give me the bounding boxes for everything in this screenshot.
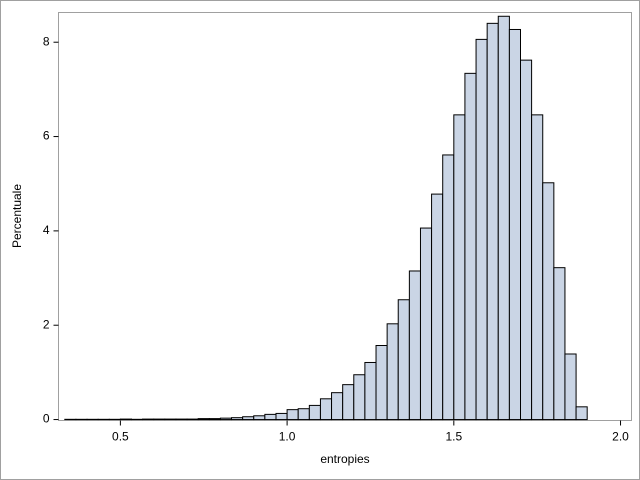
bar — [386, 323, 399, 421]
bar — [253, 415, 266, 421]
bar — [475, 38, 488, 421]
bar — [553, 267, 566, 421]
bar — [275, 412, 288, 421]
x-axis-label: entropies — [320, 452, 369, 466]
bar — [208, 418, 221, 421]
bar — [364, 361, 377, 421]
bar — [219, 417, 233, 421]
bar — [497, 15, 510, 421]
x-tick-label: 1.0 — [279, 430, 296, 444]
bar — [308, 404, 321, 421]
bar — [397, 299, 410, 421]
bar — [286, 409, 299, 421]
bar — [197, 418, 210, 421]
bar — [408, 270, 421, 421]
bar — [486, 22, 499, 421]
bar — [331, 392, 344, 421]
bar — [520, 59, 533, 421]
y-tick-label: 4 — [43, 223, 50, 237]
bar — [464, 72, 477, 421]
bar — [375, 345, 388, 421]
y-tick-label: 0 — [43, 412, 50, 426]
x-tick-label: 2.0 — [612, 430, 629, 444]
bar — [242, 416, 255, 421]
bar — [319, 398, 333, 421]
bar — [231, 417, 244, 421]
bar — [542, 182, 555, 421]
x-tick-label: 1.5 — [445, 430, 462, 444]
bar — [575, 406, 588, 421]
bar — [342, 384, 355, 421]
bar — [264, 413, 277, 421]
y-tick-label: 6 — [43, 129, 50, 143]
bar — [442, 154, 455, 421]
bar — [419, 227, 433, 421]
y-axis-label: Percentuale — [10, 184, 24, 248]
y-tick-label: 2 — [43, 317, 50, 331]
bar — [453, 114, 466, 421]
bar — [508, 28, 522, 421]
bar — [531, 114, 544, 421]
bar — [297, 408, 310, 421]
bar — [353, 374, 366, 421]
bar — [564, 353, 577, 421]
bar — [431, 193, 444, 421]
x-tick-label: 0.5 — [112, 430, 129, 444]
y-tick-label: 8 — [43, 34, 50, 48]
